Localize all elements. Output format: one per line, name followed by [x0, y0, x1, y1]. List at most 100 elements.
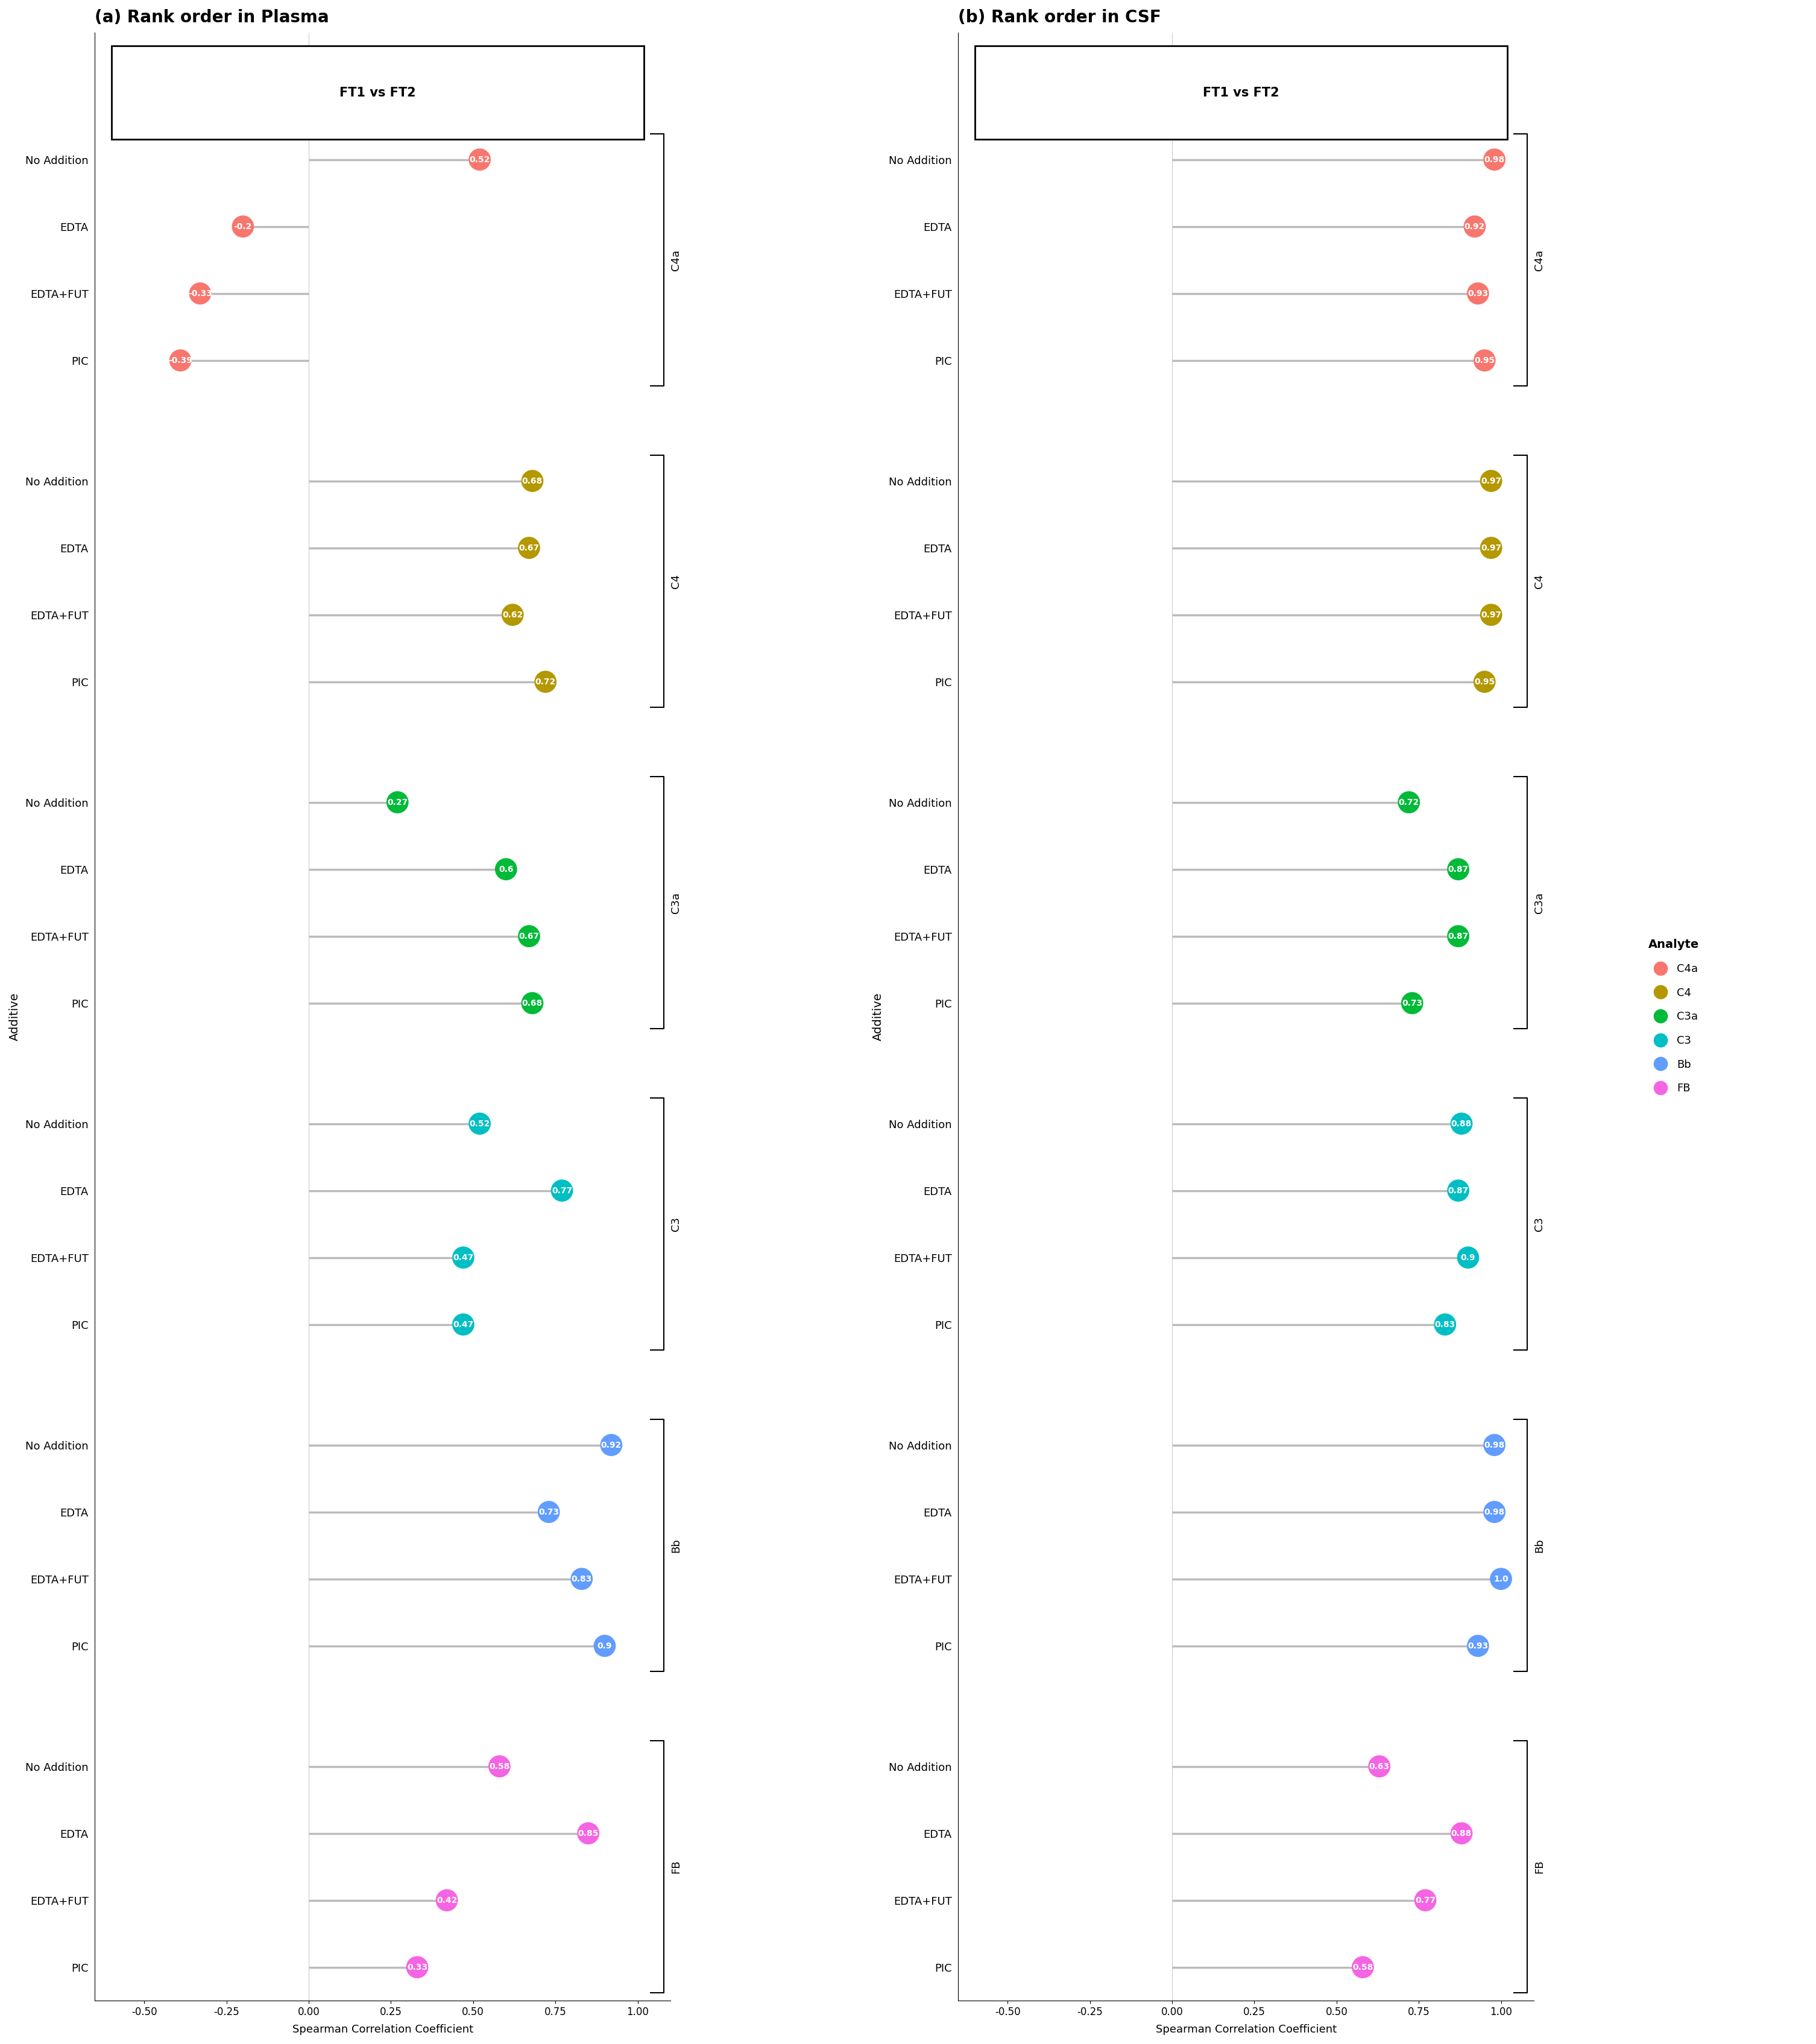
Point	[1469, 343, 1498, 376]
Text: 0.97: 0.97	[1480, 476, 1502, 484]
Text: 0.98: 0.98	[1484, 1508, 1505, 1517]
Y-axis label: Additive: Additive	[872, 993, 884, 1040]
Text: 0.47: 0.47	[452, 1320, 474, 1329]
Text: 0.72: 0.72	[1398, 797, 1420, 807]
Text: 0.88: 0.88	[1451, 1829, 1473, 1838]
Text: 0.93: 0.93	[1467, 1641, 1489, 1650]
Text: 0.87: 0.87	[1447, 865, 1469, 873]
Point	[1476, 599, 1505, 632]
Point	[1431, 1308, 1460, 1341]
Point	[465, 1108, 494, 1141]
Point	[1444, 1173, 1473, 1206]
Text: 0.93: 0.93	[1467, 290, 1489, 298]
Text: (b) Rank order in CSF: (b) Rank order in CSF	[959, 8, 1160, 27]
Text: 0.67: 0.67	[519, 544, 539, 552]
Text: C3a: C3a	[1535, 891, 1545, 914]
Point	[1444, 920, 1473, 953]
Text: 0.77: 0.77	[1415, 1897, 1436, 1905]
Text: -0.39: -0.39	[169, 356, 192, 364]
Text: 0.87: 0.87	[1447, 932, 1469, 940]
Bar	[975, 45, 1507, 139]
Point	[1411, 1885, 1440, 1917]
Text: 0.52: 0.52	[469, 155, 490, 164]
Text: 0.9: 0.9	[597, 1641, 612, 1650]
Point	[1464, 278, 1493, 311]
Point	[465, 143, 494, 176]
Point	[597, 1429, 627, 1461]
Text: 0.83: 0.83	[572, 1574, 592, 1584]
Text: C4a: C4a	[670, 249, 681, 270]
Text: FT1 vs FT2: FT1 vs FT2	[1202, 86, 1278, 98]
Point	[530, 666, 559, 699]
Text: 0.67: 0.67	[519, 932, 539, 940]
Point	[1398, 987, 1427, 1020]
Text: C4: C4	[670, 574, 681, 589]
Point	[229, 211, 258, 243]
Text: 0.47: 0.47	[452, 1253, 474, 1261]
Text: 0.77: 0.77	[552, 1186, 572, 1196]
Text: C3: C3	[1535, 1216, 1545, 1230]
Point	[185, 278, 214, 311]
Text: 0.73: 0.73	[1402, 1000, 1422, 1008]
Point	[449, 1241, 478, 1273]
Text: C4: C4	[1535, 574, 1545, 589]
Point	[514, 920, 543, 953]
Point	[498, 599, 527, 632]
Point	[1366, 1750, 1395, 1782]
Text: 0.97: 0.97	[1480, 544, 1502, 552]
Point	[518, 464, 547, 497]
Text: 0.73: 0.73	[539, 1508, 559, 1517]
Text: C3: C3	[670, 1216, 681, 1230]
Point	[1444, 852, 1473, 885]
Point	[1469, 666, 1498, 699]
Text: Bb: Bb	[670, 1539, 681, 1553]
Bar	[111, 45, 645, 139]
Point	[1453, 1241, 1482, 1273]
Text: 0.88: 0.88	[1451, 1120, 1473, 1128]
Point	[1476, 464, 1505, 497]
Text: FB: FB	[1535, 1860, 1545, 1874]
Text: 0.68: 0.68	[521, 1000, 543, 1008]
Point	[514, 531, 543, 564]
Point	[567, 1562, 596, 1594]
Point	[485, 1750, 514, 1782]
Text: C4a: C4a	[1535, 249, 1545, 270]
Legend: C4a, C4, C3a, C3, Bb, FB: C4a, C4, C3a, C3, Bb, FB	[1643, 934, 1705, 1100]
Text: 0.6: 0.6	[499, 865, 514, 873]
Point	[449, 1308, 478, 1341]
Text: 0.9: 0.9	[1460, 1253, 1475, 1261]
Text: 0.83: 0.83	[1435, 1320, 1455, 1329]
Text: -0.2: -0.2	[234, 223, 252, 231]
Point	[383, 787, 412, 820]
Text: 0.63: 0.63	[1369, 1762, 1389, 1770]
Text: 0.97: 0.97	[1480, 611, 1502, 619]
Point	[1460, 211, 1489, 243]
Text: (a) Rank order in Plasma: (a) Rank order in Plasma	[94, 8, 329, 27]
Text: 0.27: 0.27	[387, 797, 409, 807]
Point	[1480, 1429, 1509, 1461]
Point	[547, 1173, 576, 1206]
Text: 0.52: 0.52	[469, 1120, 490, 1128]
Point	[534, 1496, 563, 1529]
Point	[590, 1629, 619, 1662]
Text: 0.62: 0.62	[503, 611, 523, 619]
Point	[1480, 1496, 1509, 1529]
Text: FT1 vs FT2: FT1 vs FT2	[340, 86, 416, 98]
Text: C3a: C3a	[670, 891, 681, 914]
Point	[165, 343, 194, 376]
Point	[492, 852, 521, 885]
Point	[1347, 1950, 1377, 1983]
Text: 0.68: 0.68	[521, 476, 543, 484]
X-axis label: Spearman Correlation Coefficient: Spearman Correlation Coefficient	[292, 2024, 474, 2036]
Text: 0.42: 0.42	[436, 1897, 458, 1905]
Point	[518, 987, 547, 1020]
Point	[432, 1885, 461, 1917]
Point	[1464, 1629, 1493, 1662]
Point	[1447, 1817, 1476, 1850]
Text: 0.98: 0.98	[1484, 1441, 1505, 1449]
Point	[1487, 1562, 1516, 1594]
Text: 0.92: 0.92	[601, 1441, 621, 1449]
Text: Bb: Bb	[1535, 1539, 1545, 1553]
Point	[403, 1950, 432, 1983]
Text: 1.0: 1.0	[1493, 1574, 1509, 1584]
